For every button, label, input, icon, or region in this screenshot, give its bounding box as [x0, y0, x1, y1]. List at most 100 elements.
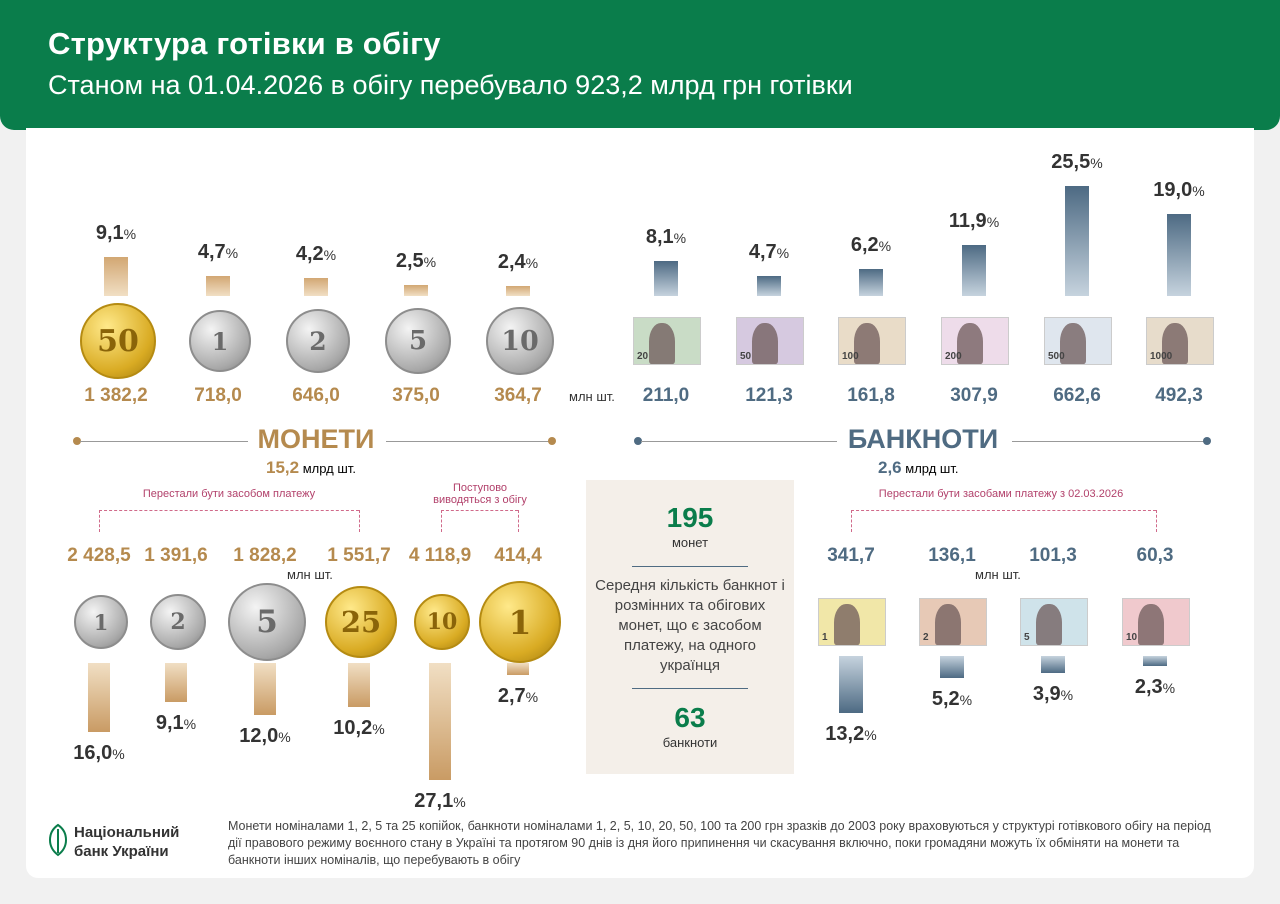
- banknotes-total-unit: млрд шт.: [905, 461, 959, 476]
- banknote-percent-label: 6,2%: [851, 234, 891, 257]
- percent-sign: %: [1060, 686, 1074, 703]
- portrait-icon: [934, 603, 961, 645]
- banknote-percent-label: 19,0%: [1153, 179, 1204, 202]
- denomination-label: 1000: [1150, 351, 1173, 362]
- portrait-icon: [833, 603, 860, 645]
- percent-sign: %: [225, 244, 239, 261]
- coin-count-label: 375,0: [392, 385, 440, 406]
- coin-count-label: 718,0: [194, 385, 242, 406]
- divider-line: [641, 441, 837, 442]
- coin-icon: 1: [189, 310, 251, 372]
- coin-percent-label: 10,2%: [333, 717, 384, 740]
- coin-icon: 5: [385, 308, 451, 374]
- coin-percent-label: 2,5%: [396, 250, 436, 273]
- coin-bar: [404, 285, 428, 296]
- coins-per-person-label: монет: [671, 535, 709, 550]
- banknote-count-label: 161,8: [847, 385, 895, 406]
- percent-sign: %: [453, 793, 466, 810]
- coin-bar: [348, 663, 370, 707]
- coin-percent-label: 27,1%: [414, 790, 465, 813]
- coin-percent-label: 4,2%: [296, 243, 336, 266]
- percent-sign: %: [525, 254, 539, 271]
- bracket-line: [851, 510, 852, 532]
- coin-bar: [88, 663, 110, 732]
- banknote-count-label: 101,3: [1029, 545, 1077, 566]
- percent-value: 2,7: [497, 684, 526, 707]
- footer-note: Монети номіналами 1, 2, 5 та 25 копійок,…: [228, 819, 1211, 867]
- page-subtitle: Станом на 01.04.2026 в обігу перебувало …: [48, 70, 853, 100]
- percent-sign: %: [423, 254, 437, 271]
- portrait-icon: [1137, 603, 1164, 645]
- bracket-line: [1156, 510, 1157, 532]
- banknote-bar: [940, 656, 964, 679]
- banknote-bar: [859, 269, 883, 296]
- coin-icon: 2: [286, 309, 350, 373]
- percent-value: 9,1: [95, 221, 124, 244]
- percent-value: 10,2: [333, 716, 373, 739]
- percent-value: 11,9: [948, 209, 987, 232]
- percent-value: 3,9: [1032, 682, 1061, 705]
- divider-line: [632, 688, 748, 689]
- portrait-icon: [1059, 322, 1086, 364]
- coin-count-label: 1 551,7: [327, 545, 391, 566]
- banknote-percent-label: 2,3%: [1135, 676, 1175, 699]
- coin-count-label: 4 118,9: [408, 545, 472, 566]
- coin-icon: 50: [80, 303, 156, 379]
- percent-sign: %: [776, 244, 790, 261]
- coin-bar: [429, 663, 451, 780]
- coins-section-title: МОНЕТИ: [257, 424, 375, 454]
- coins-per-person: 195: [666, 502, 714, 533]
- banknote-count-label: 136,1: [928, 545, 976, 566]
- banknote-count-label: 307,9: [950, 385, 998, 406]
- banknote-percent-label: 25,5%: [1051, 151, 1102, 174]
- divider-dot: [1203, 437, 1211, 445]
- divider-dot: [548, 437, 556, 445]
- banknote-icon: 50: [736, 317, 804, 365]
- banknote-count-label: 492,3: [1155, 385, 1203, 406]
- coin-bar: [206, 275, 230, 296]
- divider-line: [632, 566, 748, 567]
- bracket-line: [851, 510, 1156, 511]
- bracket-line: [518, 510, 519, 532]
- percent-value: 19,0: [1153, 179, 1193, 202]
- denomination-label: 5: [1024, 632, 1030, 643]
- nbu-logo-icon: [48, 823, 68, 857]
- coin-count-label: 646,0: [292, 385, 340, 406]
- divider-line: [386, 441, 552, 442]
- center-description: Середня кількість банкнот і розмінних та…: [595, 577, 785, 674]
- portrait-icon: [956, 322, 983, 364]
- coin-count-label: 364,7: [494, 385, 542, 406]
- coins-total: 15,2 млрд шт.: [266, 458, 356, 478]
- coin-percent-label: 2,4%: [498, 251, 538, 274]
- banknotes-total-value: 2,6: [878, 458, 902, 477]
- coin-icon: 1: [74, 595, 128, 649]
- coins-phasing-note: Поступово виводяться з обігу: [433, 482, 527, 506]
- banknote-percent-label: 8,1%: [646, 226, 686, 249]
- logo-line1: Національний: [74, 824, 180, 841]
- bracket-line: [441, 510, 442, 532]
- coin-bar: [507, 663, 529, 675]
- percent-value: 2,4: [497, 250, 526, 273]
- percent-sign: %: [278, 728, 291, 745]
- percent-value: 2,5: [395, 250, 424, 273]
- banknote-bar: [839, 656, 863, 713]
- coin-percent-label: 2,7%: [498, 685, 538, 708]
- denomination-label: 200: [945, 351, 962, 362]
- coin-icon: 10: [486, 307, 554, 375]
- logo-line2: банк України: [74, 843, 169, 860]
- coin-bar: [506, 285, 530, 296]
- banknote-icon: 1: [818, 598, 886, 646]
- portrait-icon: [751, 322, 778, 364]
- coin-percent-label: 4,7%: [198, 241, 238, 264]
- percent-value: 25,5: [1051, 151, 1091, 174]
- unit-label: млн шт.: [287, 567, 333, 582]
- coins-total-unit: млрд шт.: [302, 461, 356, 476]
- percent-sign: %: [986, 213, 1000, 230]
- percent-value: 12,0: [239, 724, 279, 747]
- banknote-bar: [1041, 656, 1065, 673]
- banknote-bar: [654, 261, 678, 296]
- banknote-bar: [1167, 214, 1191, 296]
- percent-sign: %: [1162, 679, 1176, 696]
- notes-stopped-note: Перестали бути засобами платежу з 02.03.…: [878, 488, 1124, 500]
- banknote-icon: 20: [633, 317, 701, 365]
